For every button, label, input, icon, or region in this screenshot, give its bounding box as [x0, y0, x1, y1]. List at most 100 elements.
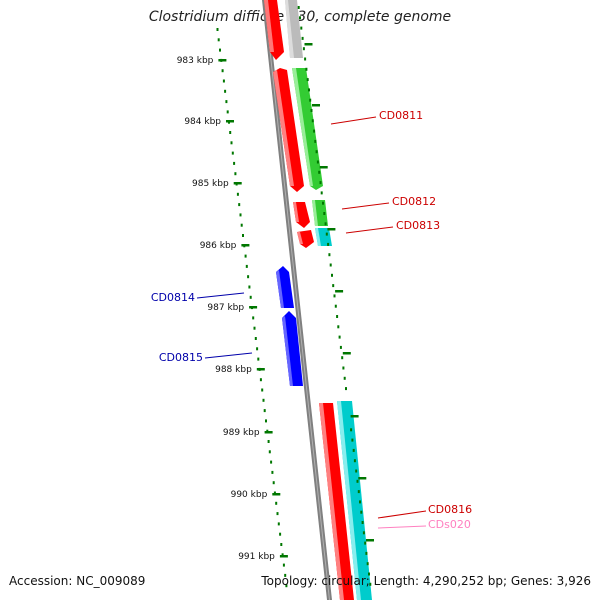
label-cd0814[interactable]: CD0814	[151, 291, 195, 304]
scale-dot	[302, 47, 305, 51]
scale-dot	[360, 510, 363, 514]
scale-dot	[238, 203, 241, 207]
scale-dot	[368, 572, 370, 576]
scale-dot	[285, 584, 288, 588]
label-cd0816[interactable]: CD0816	[428, 503, 472, 516]
gene-cd0811[interactable]	[273, 68, 304, 192]
scale-tick-major	[256, 368, 265, 371]
scale-dot	[320, 191, 323, 195]
scale-tick-major	[327, 228, 336, 231]
label-cd0813[interactable]: CD0813	[396, 219, 440, 232]
scale-dot	[284, 573, 287, 577]
scale-tick-label: 983 kbp	[177, 56, 214, 66]
scale-dot	[280, 543, 283, 546]
scale-dot	[270, 460, 273, 464]
scale-dot	[259, 378, 262, 382]
scale-dot	[226, 110, 229, 114]
scale-dot	[361, 521, 364, 524]
scale-dot	[311, 119, 314, 123]
label-cds020[interactable]: CDs020	[428, 518, 471, 531]
scale-tick-major	[241, 244, 250, 247]
scale-dot	[265, 419, 267, 423]
leader-cd0815	[204, 352, 253, 359]
scale-tick-major	[264, 431, 273, 434]
label-cd0811[interactable]: CD0811	[379, 109, 423, 122]
scale-dot	[304, 57, 307, 61]
leader-cd0816	[377, 510, 427, 519]
scale-dot	[343, 376, 346, 380]
scale-dot	[362, 531, 365, 535]
scale-dot	[217, 38, 220, 42]
scale-dot	[359, 500, 361, 504]
scale-dot	[249, 295, 252, 299]
scale-dot	[329, 263, 332, 267]
scale-dot	[333, 294, 336, 298]
scale-dot	[276, 512, 279, 516]
scale-dot	[338, 335, 341, 339]
scale-dot	[233, 161, 236, 165]
scale-dot	[224, 89, 227, 93]
scale-tick-major	[218, 59, 227, 62]
scale-tick-major	[233, 182, 242, 185]
leader-cd0814	[196, 292, 245, 299]
scale-dot	[219, 48, 221, 52]
scale-tick-major	[342, 352, 351, 355]
genome-backbone-highlight	[264, 0, 330, 600]
scale-dot	[261, 388, 264, 392]
gene-cd0813[interactable]	[297, 230, 314, 248]
accession-text: Accession: NC_009089	[9, 574, 146, 588]
scale-dot	[313, 129, 316, 133]
scale-dot	[240, 223, 243, 227]
scale-dot	[324, 222, 327, 226]
scale-dotted-tracks	[216, 6, 372, 588]
scale-dot	[351, 438, 354, 442]
scale-dot	[336, 315, 339, 318]
gene-cd0812[interactable]	[293, 202, 310, 228]
cds-cd0812[interactable]	[312, 200, 328, 226]
scale-tick-label: 989 kbp	[223, 428, 260, 438]
label-cd0815[interactable]: CD0815	[159, 351, 203, 364]
feature-top-grey[interactable]	[285, 0, 303, 58]
scale-tick-major	[366, 539, 374, 542]
leader-cd0812	[341, 202, 390, 210]
gene-cd0815[interactable]	[282, 311, 303, 386]
scale-dot	[327, 242, 330, 246]
scale-tick-label: 991 kbp	[238, 552, 275, 562]
cds-cd0811[interactable]	[292, 68, 323, 190]
scale-tick-major	[350, 415, 359, 418]
scale-dot	[350, 428, 353, 432]
scale-dot	[365, 551, 368, 555]
scale-tick-major	[304, 43, 313, 46]
scale-dot	[253, 326, 256, 330]
scale-dot	[339, 345, 342, 349]
scale-dot	[281, 553, 284, 557]
scale-dot	[221, 69, 224, 73]
scale-tick-major	[312, 104, 320, 107]
scale-dot	[342, 366, 345, 370]
scale-dot	[239, 213, 242, 217]
scale-tick-label: 988 kbp	[215, 365, 252, 375]
feature-top-red[interactable]	[264, 0, 284, 60]
scale-dot	[369, 582, 372, 586]
scale-dot	[315, 150, 318, 154]
scale-tick-label: 986 kbp	[200, 241, 237, 251]
gene-cd0814[interactable]	[276, 266, 294, 308]
scale-dot	[262, 398, 265, 402]
scale-dot	[230, 141, 233, 145]
scale-dot	[318, 170, 321, 174]
scale-tick-major	[319, 166, 328, 169]
leader-cd0813	[345, 226, 394, 234]
gene-cd0816[interactable]	[319, 403, 354, 600]
scale-dot	[310, 109, 313, 112]
scale-dot	[323, 212, 326, 215]
rna-cd0813[interactable]	[315, 228, 332, 246]
rna-cds020[interactable]	[337, 401, 372, 600]
scale-dot	[299, 16, 301, 20]
scale-dot	[301, 36, 304, 40]
label-cd0812[interactable]: CD0812	[392, 195, 436, 208]
scale-dot	[337, 325, 340, 329]
scale-dot	[352, 448, 355, 452]
scale-dot	[297, 6, 300, 9]
scale-tick-major	[335, 290, 344, 293]
